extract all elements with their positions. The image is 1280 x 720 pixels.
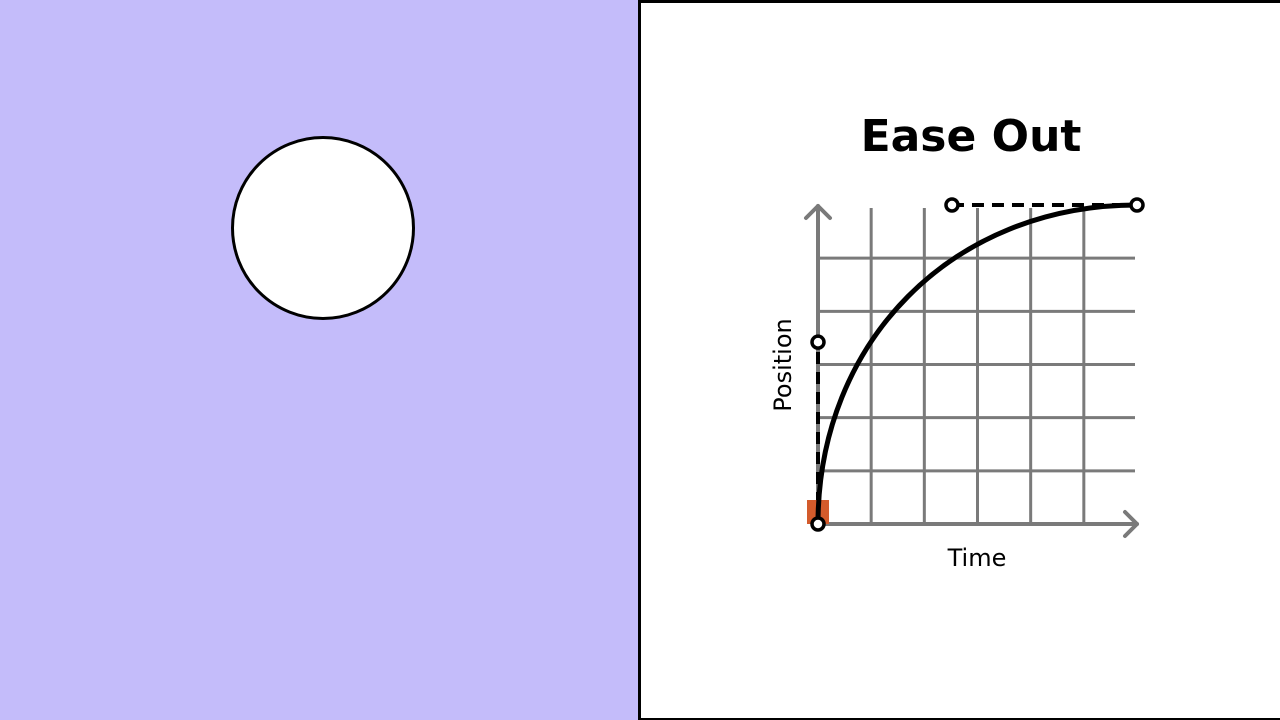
curve-end-point <box>1129 197 1145 213</box>
control-point-2[interactable] <box>944 197 960 213</box>
y-axis <box>804 204 832 526</box>
chart-grid <box>818 208 1135 524</box>
chart-title: Ease Out <box>860 111 1082 162</box>
x-axis-arrow-icon <box>1123 510 1139 538</box>
x-axis <box>816 510 1139 538</box>
easing-chart-panel: Ease Out Time Position <box>638 0 1280 720</box>
x-axis-label: Time <box>947 544 1007 572</box>
animation-preview-panel <box>0 0 640 720</box>
y-axis-label: Position <box>769 318 797 411</box>
y-axis-arrow-icon <box>804 204 832 220</box>
easing-curve-chart: Time Position <box>769 197 1145 572</box>
easing-curve <box>815 202 1140 527</box>
curve-start-point <box>810 516 826 532</box>
control-point-1[interactable] <box>810 334 826 350</box>
animated-ball <box>231 136 415 320</box>
